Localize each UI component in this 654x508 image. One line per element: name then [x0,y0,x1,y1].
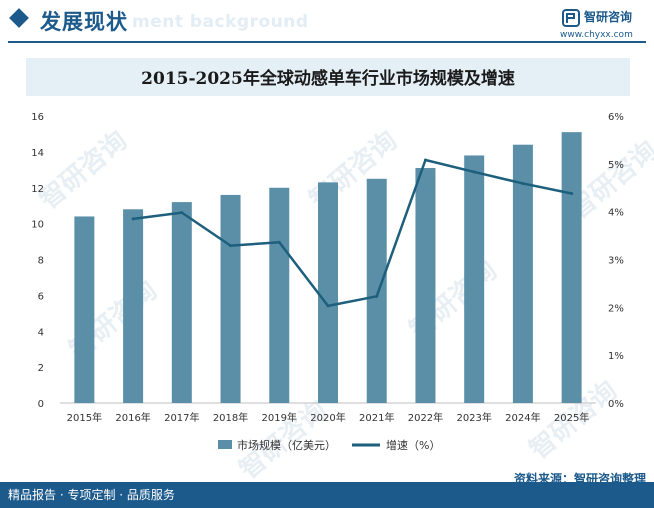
x-tick-label: 2016年 [115,411,150,424]
growth-point [570,191,574,195]
x-tick-label: 2020年 [310,411,345,424]
section-subtitle-ghost: ment background [132,12,309,32]
growth-point [472,170,476,174]
y-left-tick-label: 12 [31,184,44,195]
growth-point [326,304,330,308]
bar [318,182,338,403]
x-tick-label: 2015年 [67,411,102,424]
y-right-tick-label: 2% [608,303,624,314]
bar [220,194,241,403]
growth-point [277,240,281,244]
bar [269,187,290,403]
source-note: 资料来源：智研咨询整理 [513,472,646,486]
y-right-tick-label: 6% [608,112,624,123]
growth-point [229,244,233,248]
y-left-tick-label: 16 [31,112,44,123]
header-diamond-icon [9,8,29,28]
bar [415,168,436,403]
chart-title: 2015-2025年全球动感单车行业市场规模及增速 [141,69,515,89]
bar [561,132,582,404]
chart-area: 0 2 4 6 8 10 12 14 16 0% 1% 2% 3% 4% 5% 6% 2015年 2016年 201… [31,112,624,452]
y-right-tick-label: 4% [608,208,624,219]
y-left-tick-label: 0 [38,399,44,410]
y-right-tick-label: 5% [608,160,624,171]
y-right-tick-label: 3% [608,256,624,267]
y-right-tick-label: 0% [608,399,624,410]
footer-bar [0,482,654,508]
x-tick-label: 2024年 [505,411,540,424]
legend-line-label: 增速（%） [386,438,440,452]
x-tick-label: 2021年 [359,411,394,424]
brand-logo-icon [562,9,580,27]
y-left-tick-label: 10 [31,220,44,231]
growth-point [521,181,525,185]
y-left-tick-label: 6 [38,291,44,302]
growth-point [131,217,135,221]
growth-point [375,294,379,298]
y-left-tick-label: 4 [38,327,44,338]
y-left-tick-label: 14 [31,148,44,159]
x-tick-label: 2019年 [262,411,297,424]
x-tick-label: 2025年 [554,411,589,424]
brand-url: www.chyxx.com [560,30,633,40]
bar [366,178,387,403]
bar [512,144,533,403]
footer-tagline: 精品报告 · 专项定制 · 品质服务 [8,488,175,502]
x-tick-label: 2018年 [213,411,248,424]
x-tick-label: 2017年 [164,411,199,424]
legend-bar-label: 市场规模（亿美元） [237,438,336,452]
growth-point [423,158,427,162]
growth-point [180,211,184,215]
bar [171,202,192,403]
chart-title-panel [26,58,630,96]
growth-line [132,158,572,308]
legend-bar-swatch [218,440,232,449]
x-tick-label: 2022年 [408,411,443,424]
y-left-tick-label: 2 [38,363,44,374]
bar [123,209,144,403]
x-tick-label: 2023年 [456,411,491,424]
y-right-tick-label: 1% [608,351,624,362]
bar [74,216,95,403]
y-left-tick-label: 8 [38,256,44,267]
bar [464,155,485,403]
brand-name: 智研咨询 [584,10,633,24]
header-divider [8,41,646,43]
section-title: 发展现状 [40,10,128,34]
